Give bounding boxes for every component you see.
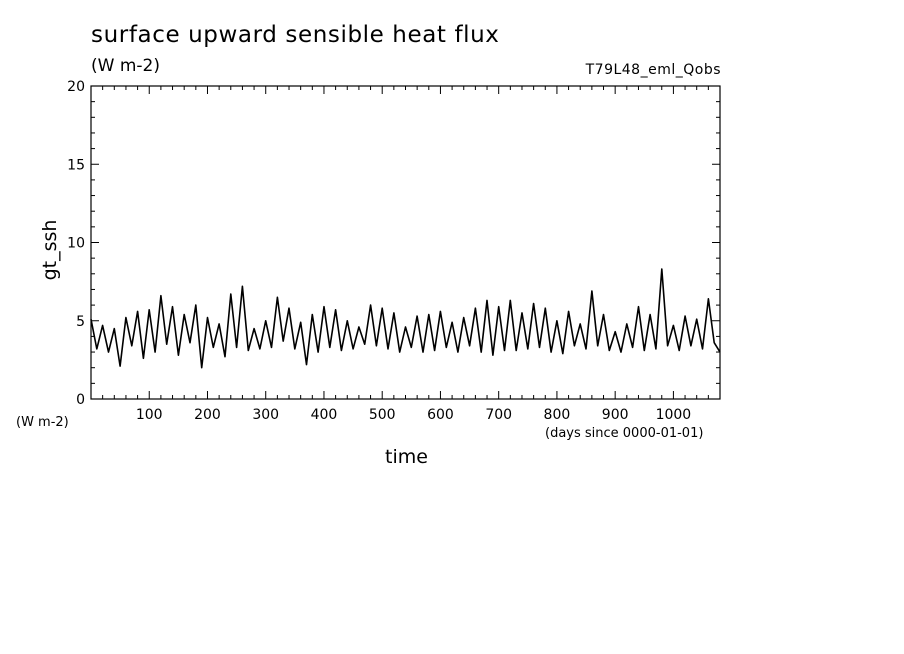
x-tick-label: 500 — [369, 407, 396, 423]
x-tick-label: 400 — [311, 407, 338, 423]
x-tick-label: 600 — [427, 407, 454, 423]
y-tick-label: 15 — [67, 157, 85, 173]
axis-ticks — [91, 86, 720, 399]
x-tick-label: 1000 — [656, 407, 692, 423]
chart-subtitle: (W m-2) — [91, 56, 160, 76]
run-label: T79L48_eml_Qobs — [585, 62, 721, 78]
y-axis-label: gt_ssh — [39, 219, 61, 281]
y-tick-label: 0 — [76, 392, 85, 408]
y-tick-label: 20 — [67, 79, 85, 95]
y-tick-label: 5 — [76, 314, 85, 330]
tick-labels: 100 200 300 400 500 600 700 800 900 1000 0 5 10 15 20 — [67, 79, 691, 423]
y-tick-label: 10 — [67, 236, 85, 252]
chart-title: surface upward sensible heat flux — [91, 22, 500, 48]
x-tick-label: 800 — [544, 407, 571, 423]
x-tick-label: 200 — [194, 407, 221, 423]
series-line-gt_ssh — [90, 268, 721, 369]
x-axis-units: (days since 0000-01-01) — [545, 426, 704, 441]
y-axis-units: (W m-2) — [16, 415, 69, 430]
plot-frame — [90, 85, 721, 400]
x-axis-label: time — [385, 446, 428, 468]
x-tick-label: 100 — [136, 407, 163, 423]
x-tick-label: 900 — [602, 407, 629, 423]
x-tick-label: 300 — [252, 407, 279, 423]
x-tick-label: 700 — [485, 407, 512, 423]
